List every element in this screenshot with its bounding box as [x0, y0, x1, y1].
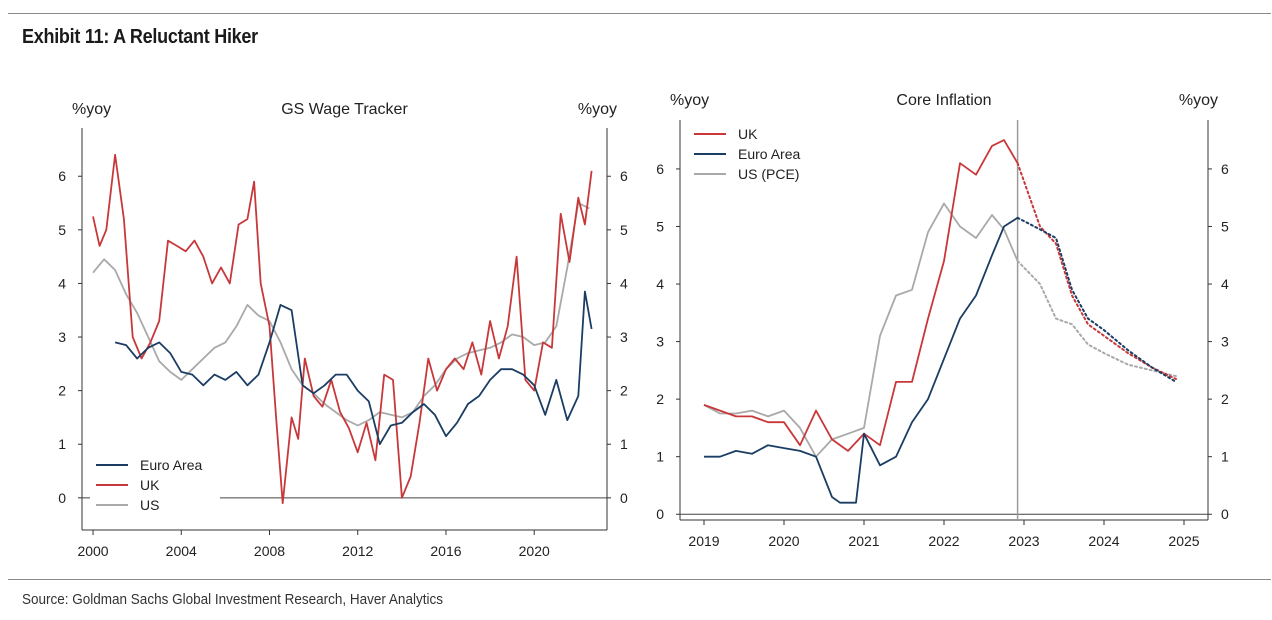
y-tick-label-left: 6: [656, 161, 664, 177]
series-line-euro-area: [114, 290, 593, 446]
x-tick-label: 2025: [1168, 533, 1199, 549]
y-tick-label-left: 6: [58, 168, 66, 184]
y-tick-label-right: 0: [620, 490, 628, 506]
y-tick-label-left: 0: [656, 506, 664, 522]
y-axis-label-right: %yoy: [1179, 92, 1218, 109]
x-tick-label: 2004: [166, 543, 197, 559]
x-tick-label: 2024: [1088, 533, 1119, 549]
y-tick-label-right: 6: [620, 168, 628, 184]
forecast-line-us-pce-: [1016, 260, 1177, 378]
bottom-rule: [8, 579, 1271, 580]
y-tick-label-right: 0: [1221, 506, 1229, 522]
chart-1: 0 0 1 1 2 2 3 3 4 4 5 5 6 6 2019 2020 2021 2022 2023 2024 20…: [656, 92, 1229, 549]
chart-title: GS Wage Tracker: [281, 101, 408, 118]
x-tick-label: 2012: [342, 543, 373, 559]
series-line-us-pce-: [703, 202, 1019, 458]
y-axis-label-left: %yoy: [670, 92, 709, 109]
source-note: Source: Goldman Sachs Global Investment …: [22, 591, 443, 608]
x-tick-label: 2016: [430, 543, 461, 559]
y-tick-label-left: 5: [656, 218, 664, 234]
legend-label: US (PCE): [738, 166, 799, 182]
series-line-uk: [92, 153, 593, 505]
y-tick-label-left: 5: [58, 222, 66, 238]
y-tick-label-left: 4: [656, 276, 664, 292]
y-tick-label-left: 4: [58, 275, 66, 291]
x-tick-label: 2020: [768, 533, 799, 549]
legend-background: [90, 456, 220, 518]
legend-label: Euro Area: [738, 146, 800, 162]
y-axis-label-right: %yoy: [578, 101, 617, 118]
y-tick-label-left: 1: [656, 449, 664, 465]
series-line-uk: [703, 139, 1019, 452]
y-tick-label-left: 3: [656, 334, 664, 350]
x-tick-label: 2022: [928, 533, 959, 549]
y-tick-label-left: 2: [656, 391, 664, 407]
y-tick-label-right: 2: [620, 383, 628, 399]
series-line-euro-area: [704, 217, 1019, 504]
y-tick-label-right: 4: [1221, 276, 1229, 292]
y-axis-label-left: %yoy: [72, 101, 111, 118]
legend-label: US: [140, 497, 159, 513]
y-tick-label-left: 2: [58, 383, 66, 399]
x-tick-label: 2000: [77, 543, 108, 559]
y-tick-label-right: 5: [620, 222, 628, 238]
forecast-line-uk: [1016, 162, 1177, 380]
y-tick-label-left: 0: [58, 490, 66, 506]
legend-label: Euro Area: [140, 457, 202, 473]
y-tick-label-right: 5: [1221, 218, 1229, 234]
x-tick-label: 2023: [1008, 533, 1039, 549]
series-line-us: [92, 202, 590, 427]
top-rule: [8, 13, 1271, 14]
legend-label: UK: [738, 126, 758, 142]
legend-label: UK: [140, 477, 160, 493]
y-tick-label-left: 3: [58, 329, 66, 345]
forecast-line-euro-area: [1016, 216, 1177, 383]
x-tick-label: 2019: [688, 533, 719, 549]
y-tick-label-right: 1: [1221, 449, 1229, 465]
chart-title: Core Inflation: [896, 92, 991, 109]
y-tick-label-right: 3: [1221, 334, 1229, 350]
y-tick-label-right: 2: [1221, 391, 1229, 407]
chart-0: 0 0 1 1 2 2 3 3 4 4 5 5 6 6 2000 2004 2008 2012 2016 2020 GS…: [58, 101, 628, 559]
x-tick-label: 2021: [848, 533, 879, 549]
y-tick-label-right: 1: [620, 436, 628, 452]
y-tick-label-right: 6: [1221, 161, 1229, 177]
x-tick-label: 2008: [254, 543, 285, 559]
x-tick-label: 2020: [519, 543, 550, 559]
y-tick-label-left: 1: [58, 436, 66, 452]
y-tick-label-right: 3: [620, 329, 628, 345]
y-tick-label-right: 4: [620, 275, 628, 291]
exhibit-title: Exhibit 11: A Reluctant Hiker: [22, 26, 258, 48]
